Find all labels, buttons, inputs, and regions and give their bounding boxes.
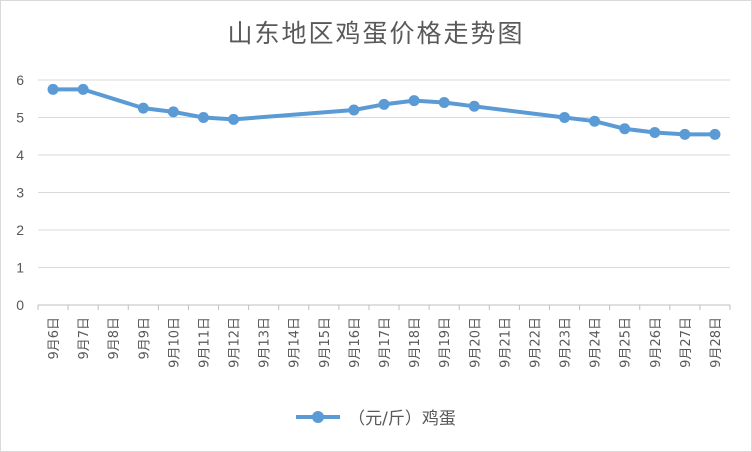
x-tick-label: 9月18日	[408, 317, 423, 368]
data-point	[408, 95, 420, 107]
x-tick-label: 9月10日	[167, 317, 182, 368]
x-tick-label: 9月7日	[77, 317, 92, 360]
x-tick-label: 9月19日	[438, 317, 453, 368]
x-tick-label: 9月16日	[348, 317, 363, 368]
x-tick-label: 9月27日	[679, 317, 694, 368]
y-tick-label-2: 2	[16, 222, 24, 238]
y-tick-label-5: 5	[16, 110, 24, 126]
y-tick-label-0: 0	[16, 297, 24, 313]
x-tick-label: 9月14日	[288, 317, 303, 368]
legend-label: （元/斤）鸡蛋	[348, 409, 456, 429]
data-point	[47, 83, 59, 95]
x-tick-label: 9月8日	[107, 317, 122, 360]
y-tick-label-6: 6	[16, 72, 24, 88]
legend-line-marker	[296, 407, 341, 427]
chart-title: 山东地区鸡蛋价格走势图	[227, 19, 525, 48]
data-point	[167, 106, 179, 118]
x-tick-label: 9月21日	[498, 317, 513, 368]
x-tick-label: 9月22日	[528, 317, 543, 368]
x-tick-label: 9月25日	[619, 317, 634, 368]
chart-legend: （元/斤）鸡蛋	[0, 404, 752, 429]
x-tick-label: 9月13日	[258, 317, 273, 368]
data-point	[468, 100, 480, 112]
data-point	[197, 112, 209, 123]
x-tick-label: 9月17日	[378, 317, 393, 368]
x-tick-label: 9月9日	[137, 317, 152, 360]
data-point	[619, 123, 631, 135]
data-point	[679, 128, 691, 140]
data-point	[228, 113, 240, 125]
x-tick-label: 9月28日	[709, 317, 724, 368]
data-point	[348, 104, 360, 116]
x-tick-label: 9月6日	[47, 317, 62, 360]
x-tick-label: 9月12日	[228, 317, 243, 368]
data-point	[559, 112, 571, 123]
data-point	[137, 102, 149, 114]
data-point	[589, 115, 601, 127]
data-point	[438, 97, 450, 108]
y-tick-label-1: 1	[16, 260, 24, 276]
x-tick-label: 9月20日	[468, 317, 483, 368]
x-tick-label: 9月26日	[649, 317, 664, 368]
series-line-0	[51, 87, 717, 137]
data-point	[77, 83, 89, 95]
data-point	[709, 128, 721, 140]
x-tick-label: 9月24日	[589, 317, 604, 368]
data-point	[649, 127, 661, 138]
data-point	[378, 98, 390, 110]
y-tick-label-3: 3	[16, 185, 24, 201]
x-tick-label: 9月15日	[318, 317, 333, 368]
y-tick-label-4: 4	[16, 147, 24, 163]
x-tick-label: 9月23日	[559, 317, 574, 368]
x-tick-label: 9月11日	[197, 317, 212, 368]
